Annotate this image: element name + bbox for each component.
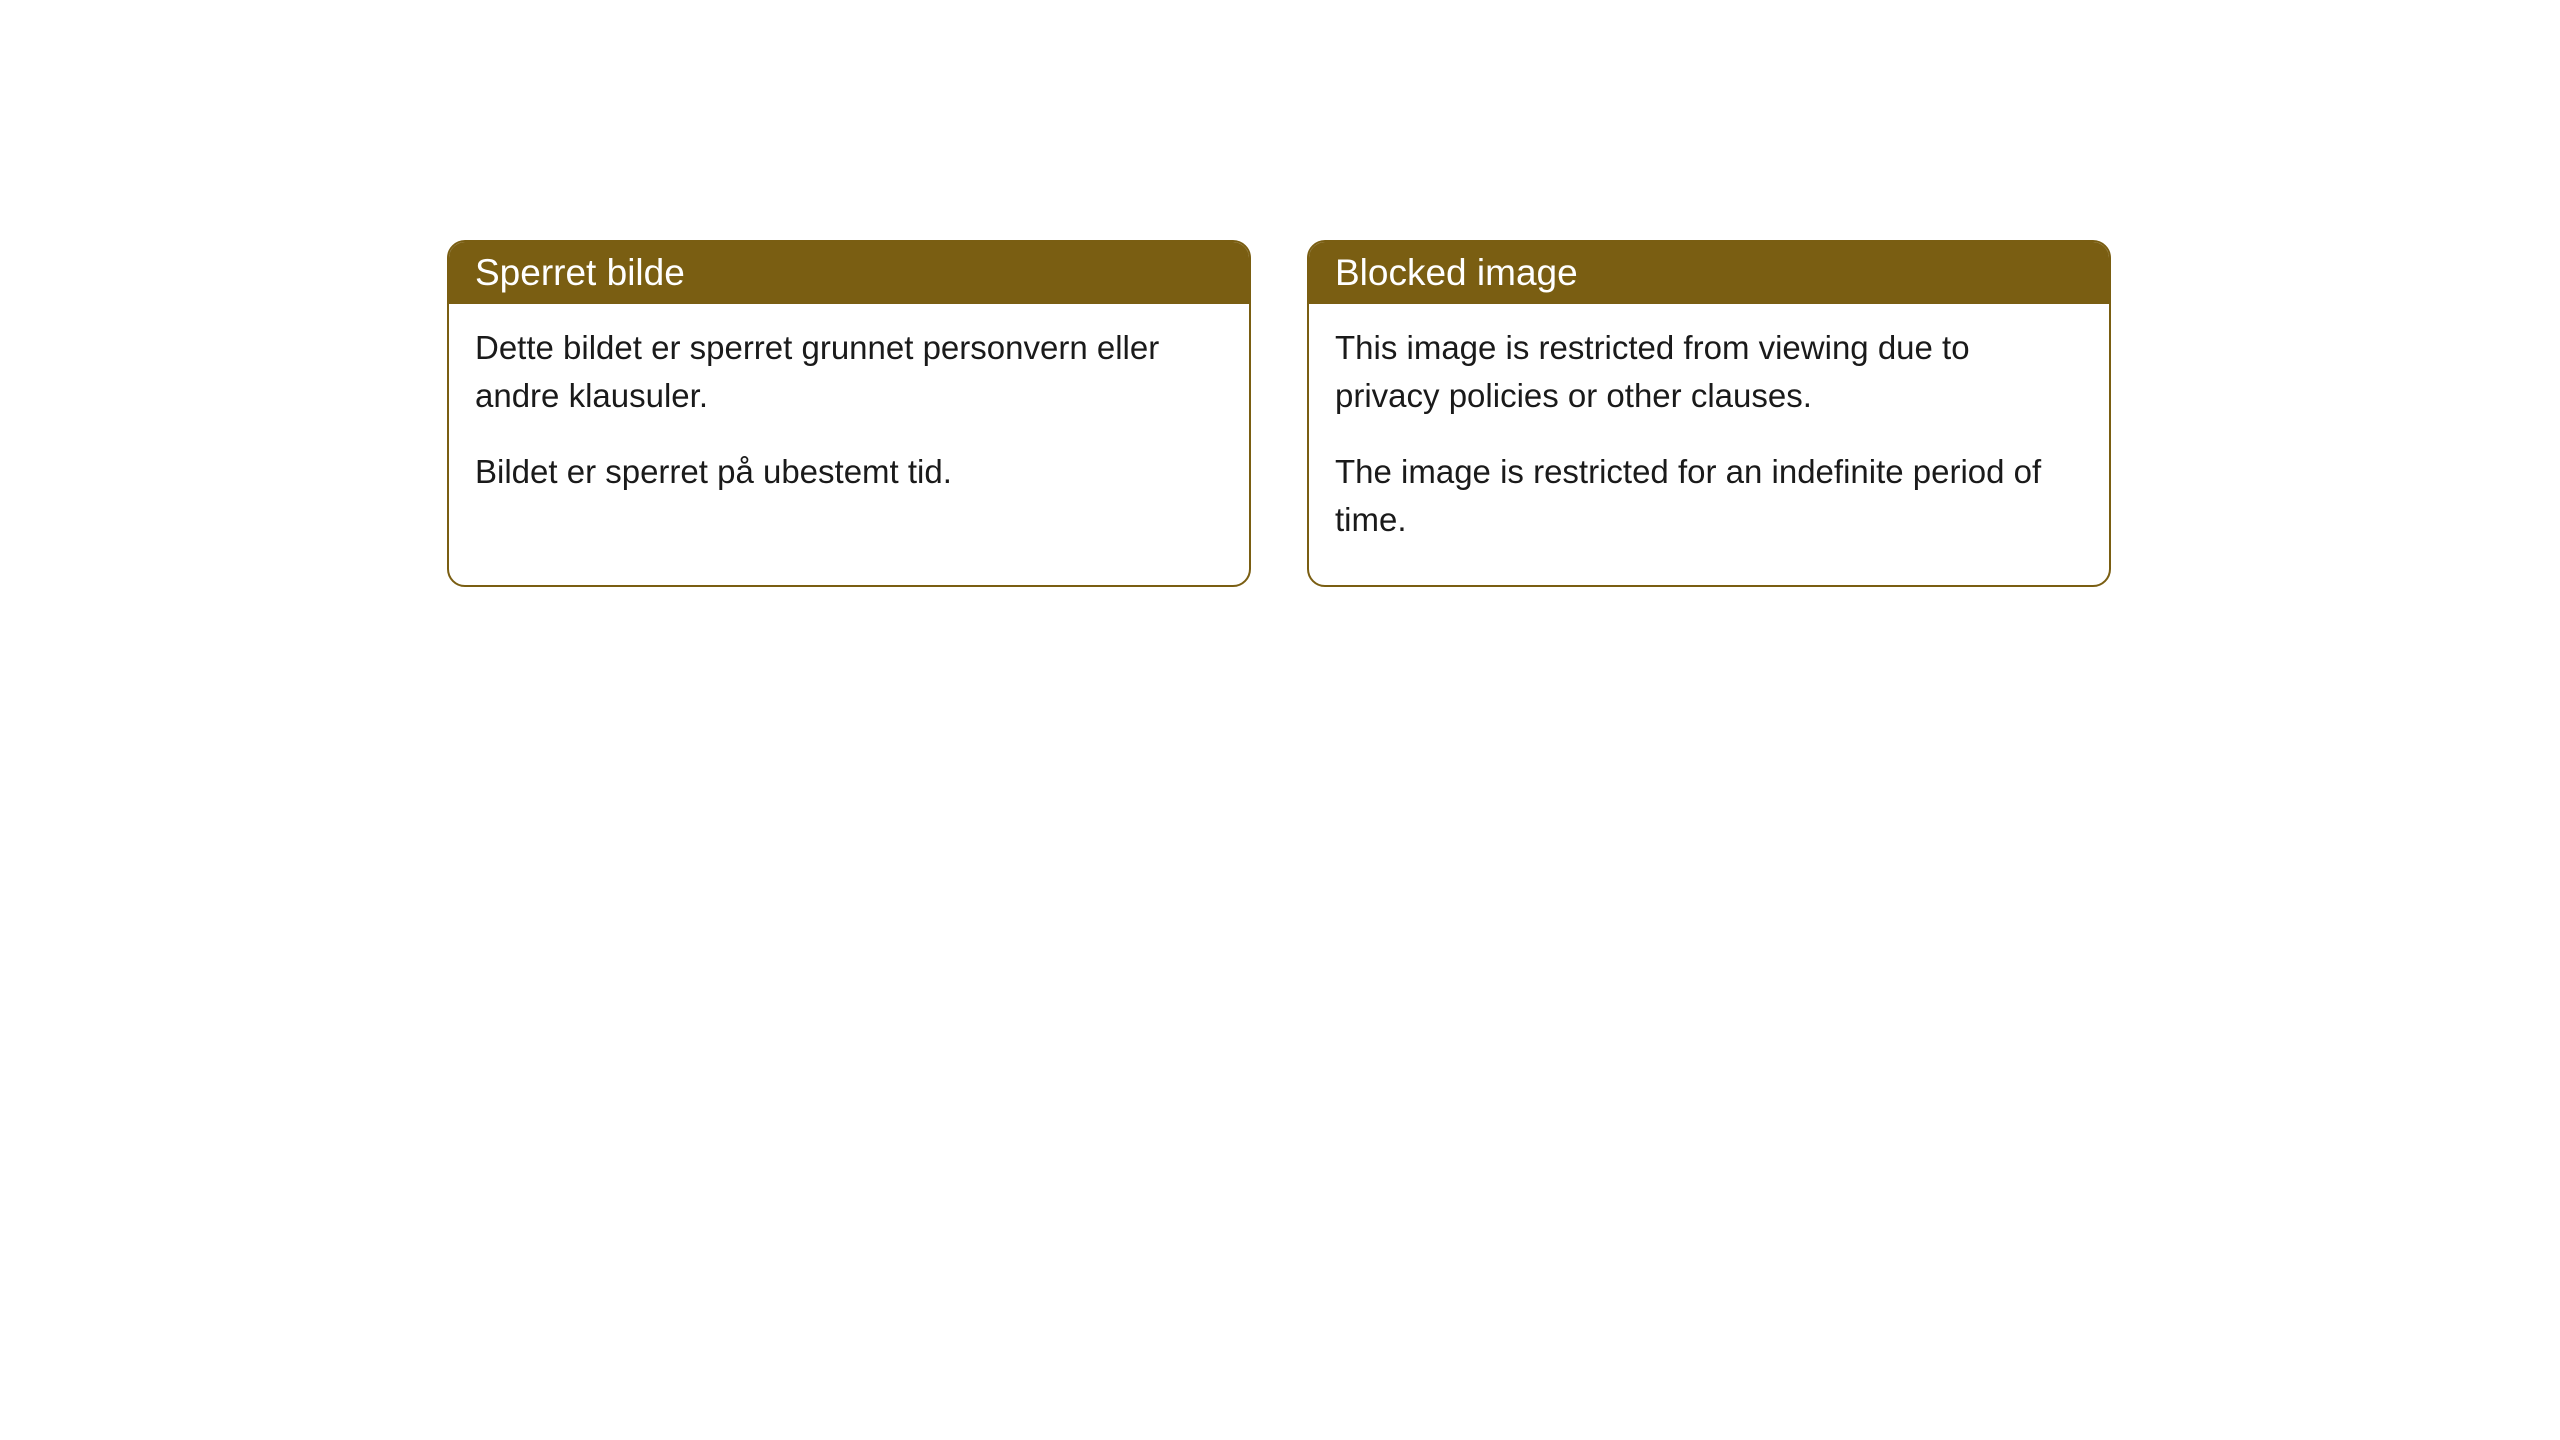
notice-card-norwegian: Sperret bilde Dette bildet er sperret gr… bbox=[447, 240, 1251, 587]
notice-container: Sperret bilde Dette bildet er sperret gr… bbox=[447, 240, 2111, 587]
card-paragraph: This image is restricted from viewing du… bbox=[1335, 324, 2083, 420]
card-header: Blocked image bbox=[1309, 242, 2109, 304]
card-title: Sperret bilde bbox=[475, 252, 685, 293]
card-title: Blocked image bbox=[1335, 252, 1578, 293]
card-paragraph: Dette bildet er sperret grunnet personve… bbox=[475, 324, 1223, 420]
card-header: Sperret bilde bbox=[449, 242, 1249, 304]
notice-card-english: Blocked image This image is restricted f… bbox=[1307, 240, 2111, 587]
card-body: Dette bildet er sperret grunnet personve… bbox=[449, 304, 1249, 538]
card-body: This image is restricted from viewing du… bbox=[1309, 304, 2109, 585]
card-paragraph: Bildet er sperret på ubestemt tid. bbox=[475, 448, 1223, 496]
card-paragraph: The image is restricted for an indefinit… bbox=[1335, 448, 2083, 544]
